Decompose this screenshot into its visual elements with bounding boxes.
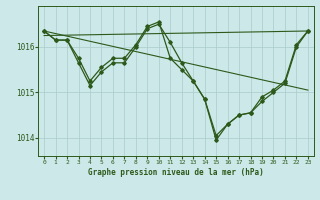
X-axis label: Graphe pression niveau de la mer (hPa): Graphe pression niveau de la mer (hPa) — [88, 168, 264, 177]
